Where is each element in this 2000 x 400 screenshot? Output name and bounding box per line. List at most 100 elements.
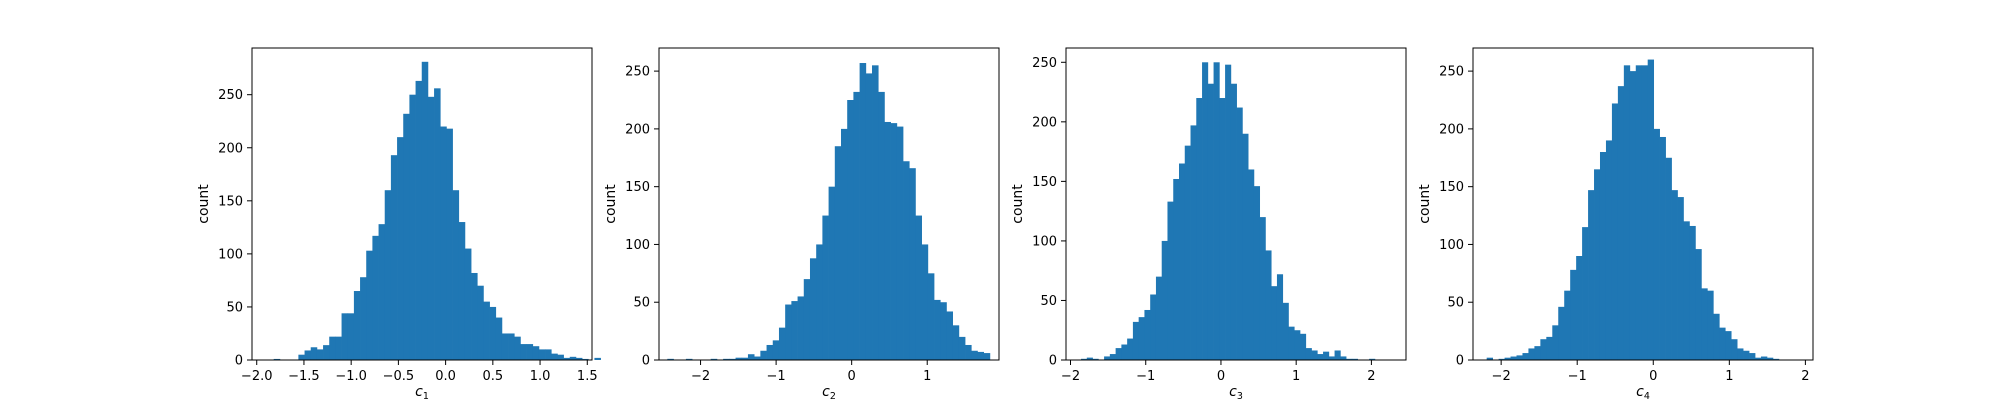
histogram-bar: [495, 317, 503, 360]
histogram-bar: [1534, 346, 1541, 360]
histogram-bar: [532, 346, 540, 360]
x-axis-label-base: c: [1636, 384, 1644, 400]
histogram-bar: [1689, 225, 1696, 360]
y-tick-label: 200: [1032, 115, 1057, 130]
histogram-bar: [489, 306, 497, 360]
y-tick-label: 0: [235, 354, 243, 369]
histogram-bar: [1665, 157, 1672, 360]
histogram-bar: [965, 344, 972, 360]
histogram-bar: [1259, 217, 1266, 360]
histogram-bar: [1683, 221, 1690, 360]
y-tick-label: 150: [218, 194, 243, 209]
histogram-bar: [1528, 348, 1535, 360]
histogram-bar: [1127, 338, 1134, 360]
histogram-bar: [1248, 169, 1255, 360]
x-tick-label: 2: [1367, 369, 1375, 384]
histogram-bar: [409, 94, 416, 360]
histogram-bar: [1230, 83, 1237, 360]
histogram-bar: [1486, 357, 1493, 360]
histogram-bar: [909, 168, 916, 360]
histogram-bar: [983, 353, 991, 360]
histogram-bar: [1271, 286, 1278, 360]
histogram-bar: [1351, 358, 1358, 360]
histogram-bar: [563, 357, 571, 360]
histogram-panel-3: −2 −1 0 1 2 0 50 100 150 200 250 c3 count: [1010, 47, 1407, 400]
x-tick-label: 1: [923, 369, 931, 384]
histogram-bar: [1253, 186, 1261, 360]
histogram-bar: [785, 304, 792, 360]
histogram-bar: [1629, 71, 1637, 361]
histogram-bar: [1701, 288, 1708, 360]
histogram-bar: [1317, 354, 1324, 360]
y-tick-label: 50: [1040, 294, 1057, 309]
histogram-bar: [1617, 86, 1625, 360]
histogram-bar: [1288, 326, 1295, 360]
x-tick-label: 1.0: [530, 369, 551, 384]
histogram-bar: [1092, 358, 1099, 360]
histogram-bar: [538, 349, 546, 360]
y-tick-label: 250: [1439, 65, 1464, 80]
histogram-bar: [526, 344, 534, 360]
histogram-bar: [273, 358, 281, 360]
histogram-bar: [841, 128, 848, 360]
histogram-bar: [878, 91, 885, 360]
histogram-bar: [310, 347, 318, 360]
x-axis-label-base: c: [822, 384, 830, 400]
histogram-bar: [1161, 240, 1168, 360]
histogram-bar: [1346, 358, 1353, 360]
histogram-bar: [834, 146, 842, 360]
histogram-bar: [1242, 133, 1249, 360]
histogram-bar: [1743, 350, 1750, 360]
x-tick-label: −1: [767, 369, 786, 384]
histogram-bar: [977, 351, 985, 360]
histogram-bar: [1282, 302, 1289, 360]
histogram-bar: [551, 353, 558, 360]
x-axis-label: c2: [822, 384, 836, 400]
x-axis-label-base: c: [1229, 384, 1237, 400]
histogram-bar: [791, 301, 798, 360]
histogram-bar: [760, 350, 767, 360]
histogram-bar: [1719, 327, 1726, 360]
histogram-bar: [483, 301, 490, 360]
histogram-bar: [934, 299, 941, 360]
histogram-bar: [1611, 103, 1619, 360]
histogram-bar: [1605, 140, 1613, 360]
axes-frame: [251, 47, 593, 361]
x-tick-label: −2: [1061, 369, 1080, 384]
histogram-bar: [1081, 358, 1088, 360]
histogram-bar: [1546, 336, 1553, 360]
histogram-bar: [569, 356, 577, 360]
y-axis-label: count: [196, 184, 212, 224]
histogram-bar: [1213, 62, 1220, 360]
histogram-bar: [1582, 227, 1589, 360]
histogram-bar: [872, 65, 879, 360]
histogram-bar: [452, 190, 460, 360]
histogram-bar: [1498, 358, 1505, 360]
histogram-bar: [890, 123, 898, 360]
x-tick-label: 1: [1292, 369, 1300, 384]
histogram-bar: [1300, 333, 1307, 360]
histogram-bar: [1294, 330, 1301, 360]
histogram-bar: [828, 186, 836, 360]
y-tick-label: 250: [1032, 56, 1057, 71]
histogram-bar: [1641, 65, 1649, 360]
histogram-bar: [1671, 190, 1678, 360]
histogram-bar: [366, 250, 373, 360]
histogram-bar: [1504, 357, 1511, 360]
histogram-bar: [1155, 276, 1163, 360]
histogram-bar: [741, 357, 749, 360]
histogram-bar: [1594, 169, 1601, 360]
histogram-bar: [501, 333, 509, 360]
histogram-bar: [1276, 274, 1284, 360]
histogram-bar: [1115, 348, 1122, 360]
histogram-bar: [884, 121, 891, 361]
histogram-bar: [1725, 331, 1732, 360]
y-tick-label: 250: [625, 65, 650, 80]
histogram-bar: [304, 350, 312, 360]
histogram-bar: [816, 244, 823, 360]
histogram-bar: [1236, 107, 1243, 360]
histogram-bar: [1731, 339, 1738, 360]
histogram-bar: [353, 291, 361, 360]
histogram-bar: [384, 190, 392, 360]
histogram-bar: [859, 63, 867, 361]
